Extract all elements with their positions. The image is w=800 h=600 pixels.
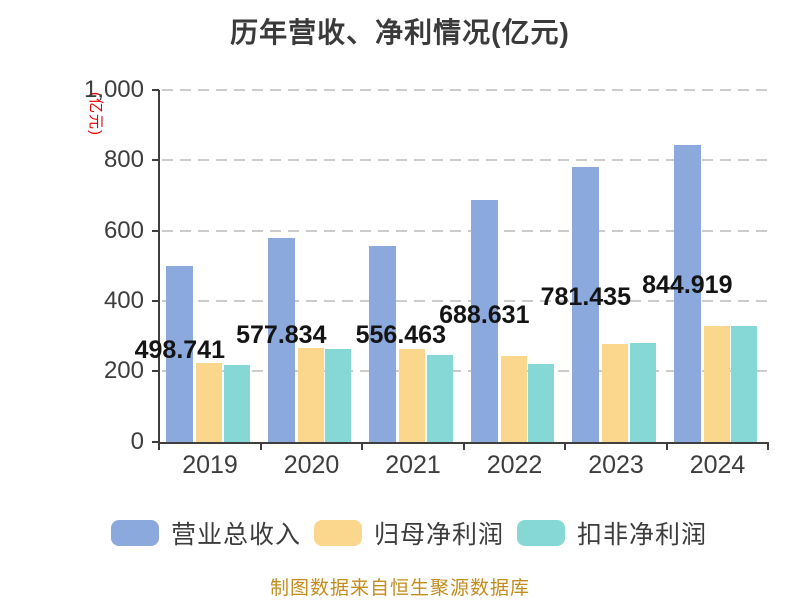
bar-营业总收入-2020 — [267, 238, 295, 442]
bar-value-label: 498.741 — [134, 336, 225, 364]
x-axis-tick — [767, 441, 769, 450]
x-axis-category-label: 2023 — [588, 450, 644, 479]
bar-归母净利润-2024 — [703, 325, 730, 442]
data-source-note: 制图数据来自恒生聚源数据库 — [269, 578, 530, 599]
y-axis-tick — [152, 159, 159, 162]
x-axis-tick — [259, 441, 262, 450]
y-axis-tick-label: 0 — [130, 427, 144, 455]
x-axis-tick — [361, 441, 363, 450]
bar-扣非净利润-2020 — [325, 348, 352, 442]
bar-归母净利润-2023 — [602, 343, 629, 442]
gridline-1,000 — [162, 89, 768, 91]
bar-扣非净利润-2019 — [223, 365, 250, 442]
bar-value-label: 556.463 — [355, 321, 446, 349]
bar-value-label: 844.919 — [642, 271, 733, 299]
bar-营业总收入-2021 — [369, 245, 397, 442]
y-axis-tick-label: 1,000 — [83, 76, 144, 103]
legend-label: 归母净利润 — [374, 521, 505, 549]
y-axis-tick — [152, 300, 159, 303]
bar-扣非净利润-2021 — [426, 354, 453, 442]
y-axis-tick — [152, 440, 159, 443]
y-axis-line — [158, 90, 160, 444]
x-axis-category-label: 2024 — [689, 450, 746, 479]
legend-swatch-营业总收入 — [111, 520, 159, 546]
legend-item-扣非净利润[interactable]: 扣非净利润 — [517, 518, 708, 549]
gridline-800 — [162, 159, 768, 162]
y-axis-tick-label: 800 — [103, 146, 144, 174]
gridline-400 — [162, 300, 768, 303]
legend-item-归母净利润[interactable]: 归母净利润 — [314, 518, 505, 549]
y-axis-tick-label: 400 — [103, 287, 144, 315]
x-axis-category-label: 2021 — [385, 450, 441, 479]
y-axis-tick — [152, 89, 159, 91]
bar-归母净利润-2020 — [297, 348, 324, 442]
x-axis-tick — [665, 441, 668, 450]
legend-item-营业总收入[interactable]: 营业总收入 — [111, 518, 302, 549]
bar-归母净利润-2019 — [196, 363, 223, 442]
legend-label: 扣非净利润 — [577, 521, 708, 549]
bar-扣非净利润-2022 — [528, 364, 555, 442]
y-axis-tick — [152, 370, 159, 373]
chart-title: 历年营收、净利情况(亿元) — [230, 17, 570, 48]
legend-label: 营业总收入 — [171, 521, 302, 549]
gridline-200 — [162, 370, 768, 373]
x-axis-category-label: 2019 — [182, 450, 238, 479]
bar-营业总收入-2024 — [673, 144, 701, 442]
bar-营业总收入-2019 — [166, 266, 194, 442]
x-axis-category-label: 2020 — [283, 450, 340, 479]
bar-value-label: 781.435 — [540, 283, 631, 311]
x-axis-tick — [158, 441, 160, 450]
bar-扣非净利润-2023 — [629, 343, 656, 442]
bar-value-label: 577.834 — [236, 321, 327, 349]
bar-归母净利润-2021 — [399, 348, 426, 442]
bar-营业总收入-2022 — [470, 199, 498, 442]
legend-swatch-扣非净利润 — [517, 520, 565, 546]
y-axis-tick — [152, 229, 159, 232]
x-axis-category-label: 2022 — [486, 450, 543, 479]
y-axis-tick-label: 600 — [103, 216, 144, 244]
x-axis-tick — [564, 441, 566, 450]
gridline-600 — [162, 229, 768, 232]
bar-value-label: 688.631 — [439, 301, 530, 329]
y-axis-tick-label: 200 — [103, 357, 144, 385]
bar-归母净利润-2022 — [500, 355, 527, 442]
x-axis-tick — [462, 441, 465, 450]
bar-扣非净利润-2024 — [731, 326, 758, 442]
legend-swatch-归母净利润 — [314, 520, 362, 546]
bar-营业总收入-2023 — [572, 166, 600, 442]
